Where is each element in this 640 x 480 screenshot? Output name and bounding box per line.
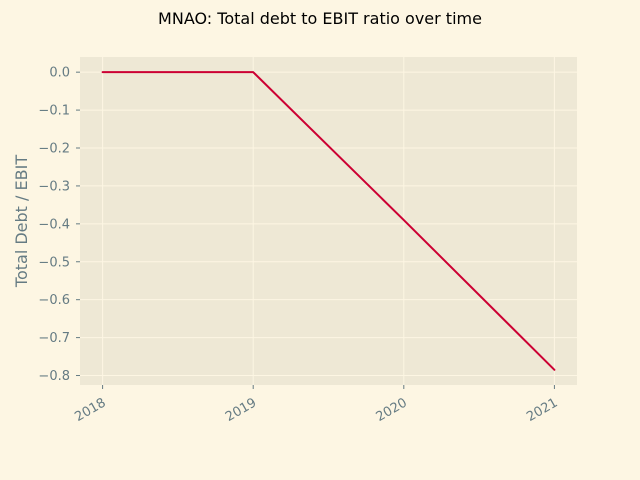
y-axis-label: Total Debt / EBIT — [12, 155, 31, 288]
y-tick-label: −0.5 — [38, 255, 70, 270]
y-axis: 0.0 −0.1 −0.2 −0.3 −0.4 −0.5 −0.6 −0.7 −0.8 — [38, 66, 80, 384]
chart-title: MNAO: Total debt to EBIT ratio over time — [158, 9, 482, 28]
y-tick-label: −0.6 — [38, 293, 70, 308]
series-line — [101, 71, 556, 371]
y-tick-label: −0.3 — [38, 179, 70, 194]
y-tick-label: −0.8 — [38, 369, 70, 384]
y-tick-label: −0.7 — [38, 331, 70, 346]
y-tick-label: −0.2 — [38, 142, 70, 157]
series-layer — [101, 71, 556, 371]
y-tick-label: −0.4 — [38, 217, 70, 232]
y-tick-label: 0.0 — [49, 66, 70, 81]
plot-area — [80, 57, 577, 385]
y-tick-label: −0.1 — [38, 104, 70, 119]
